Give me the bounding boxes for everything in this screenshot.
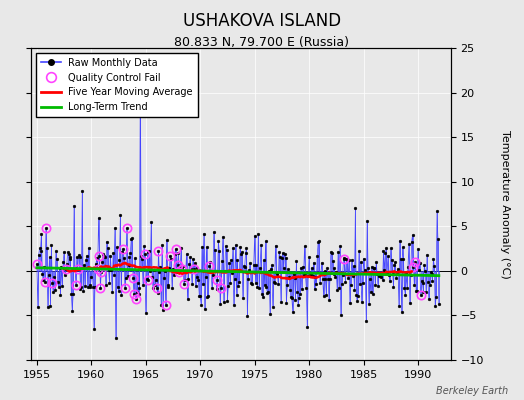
- Legend: Raw Monthly Data, Quality Control Fail, Five Year Moving Average, Long-Term Tren: Raw Monthly Data, Quality Control Fail, …: [36, 53, 198, 117]
- Text: USHAKOVA ISLAND: USHAKOVA ISLAND: [183, 12, 341, 30]
- Text: 80.833 N, 79.700 E (Russia): 80.833 N, 79.700 E (Russia): [174, 36, 350, 49]
- Y-axis label: Temperature Anomaly (°C): Temperature Anomaly (°C): [500, 130, 510, 278]
- Text: Berkeley Earth: Berkeley Earth: [436, 386, 508, 396]
